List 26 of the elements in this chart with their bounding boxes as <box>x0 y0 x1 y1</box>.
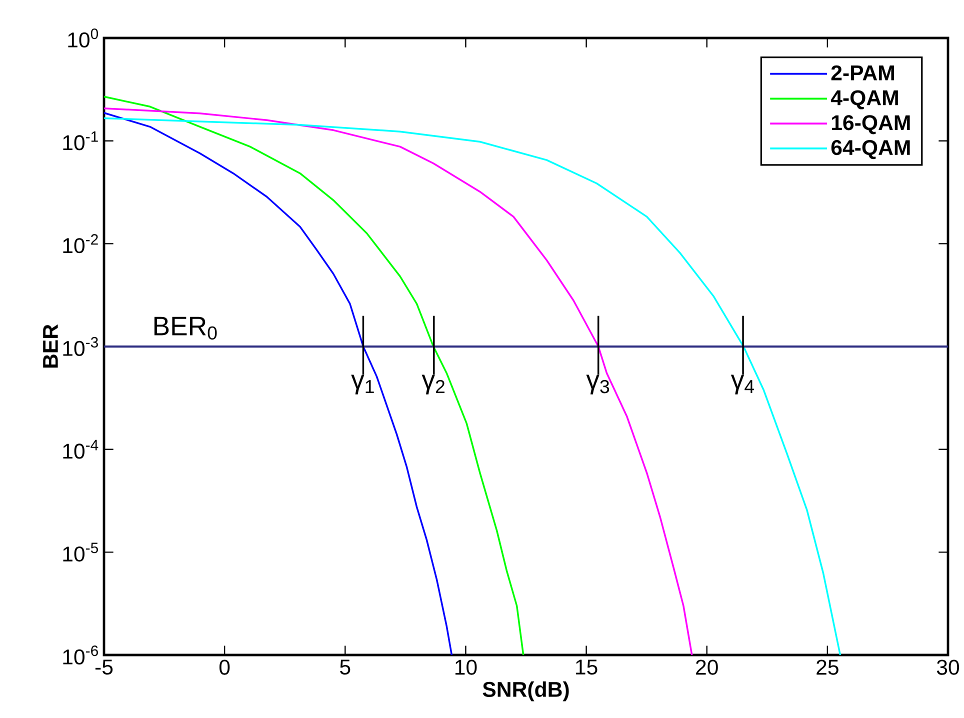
x-tick-label: 30 <box>936 660 960 675</box>
annotation: γ$_{4}$ <box>730 374 754 394</box>
annotation: γ$_{1}$ <box>351 374 374 394</box>
x-tick-label: 25 <box>816 660 838 675</box>
x-tick-label: 15 <box>576 660 598 675</box>
x-axis-title: SNR(dB) <box>482 681 569 702</box>
y-axis-title: BER <box>43 324 58 368</box>
annotation: γ$_{3}$ <box>586 374 610 394</box>
legend-label: 4-QAM <box>830 90 898 110</box>
y-tick-label: 10$^{0}$ <box>68 28 98 48</box>
x-tick-label: 10 <box>455 660 477 675</box>
legend-label: 2-PAM <box>831 65 894 80</box>
x-tick-label: 5 <box>340 660 350 675</box>
y-tick-label: 10$^{-1}$ <box>63 131 98 150</box>
ref-line-label: BER$_{0}$ <box>154 316 217 340</box>
x-tick-label: 0 <box>219 660 230 675</box>
y-tick-label: 10$^{-5}$ <box>63 542 98 562</box>
y-tick-label: 10$^{-6}$ <box>63 646 98 665</box>
legend-label: 64-QAM <box>831 140 910 160</box>
legend-label: 16-QAM <box>832 115 910 134</box>
annotation: γ$_{2}$ <box>422 374 444 394</box>
y-tick-label: 10$^{-2}$ <box>63 234 98 254</box>
x-tick-label: 20 <box>696 660 718 675</box>
y-tick-label: 10$^{-4}$ <box>63 440 98 459</box>
x-tick-label: -5 <box>95 660 113 675</box>
y-tick-label: 10$^{-3}$ <box>63 337 98 356</box>
